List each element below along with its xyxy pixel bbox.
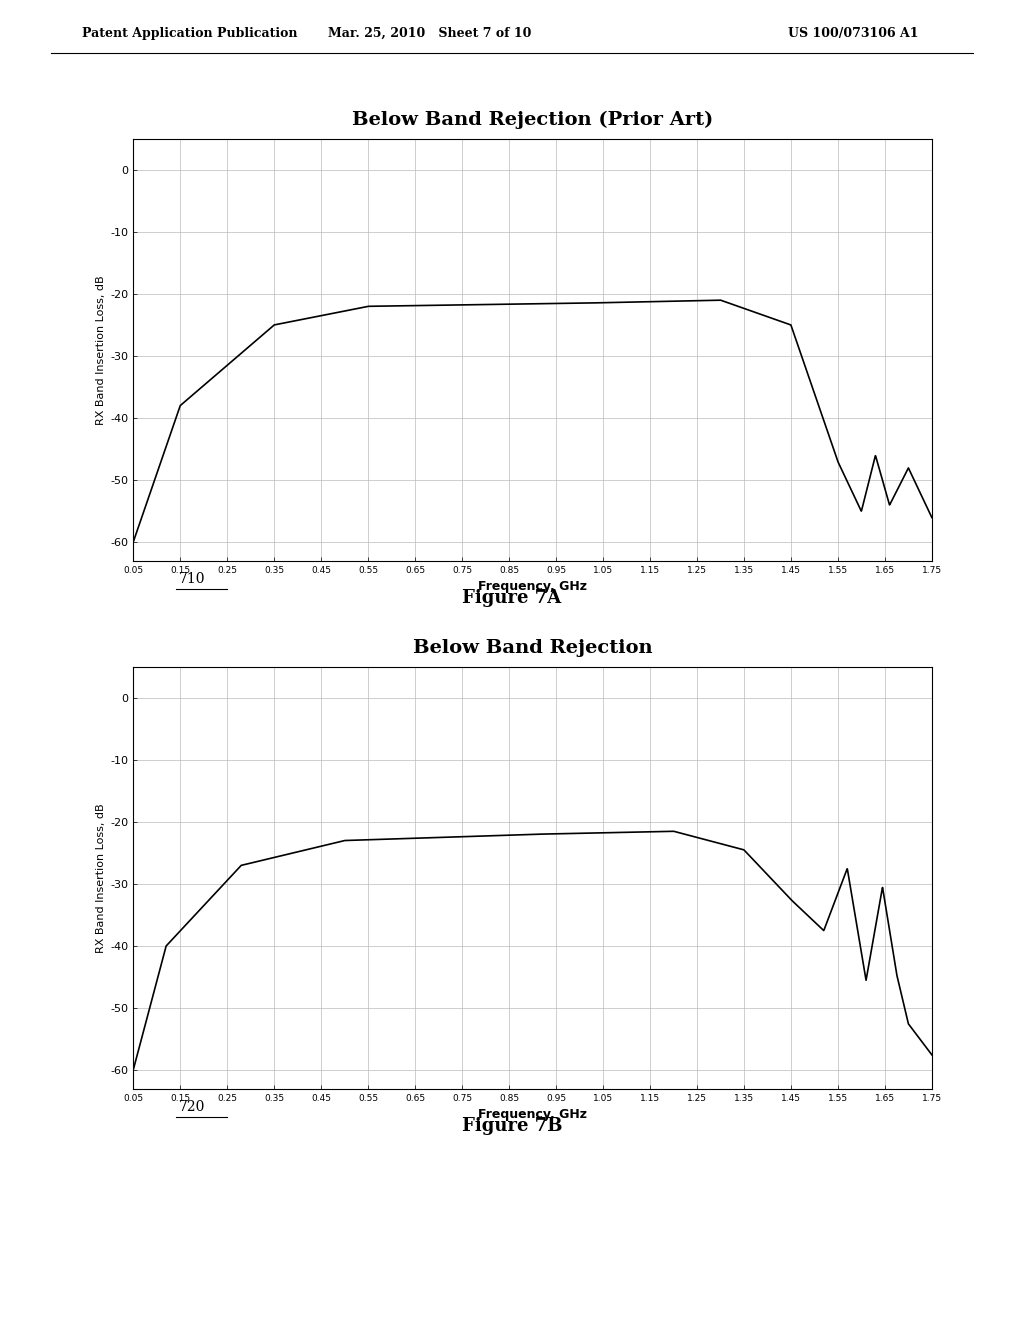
Title: Below Band Rejection: Below Band Rejection	[413, 639, 652, 657]
X-axis label: Frequency, GHz: Frequency, GHz	[478, 581, 587, 594]
Text: Figure 7B: Figure 7B	[462, 1117, 562, 1135]
Text: US 100/073106 A1: US 100/073106 A1	[788, 26, 919, 40]
Text: Patent Application Publication: Patent Application Publication	[82, 26, 297, 40]
Title: Below Band Rejection (Prior Art): Below Band Rejection (Prior Art)	[352, 111, 713, 129]
Text: Figure 7A: Figure 7A	[463, 589, 561, 607]
Y-axis label: RX Band Insertion Loss, dB: RX Band Insertion Loss, dB	[96, 803, 105, 953]
Text: Mar. 25, 2010   Sheet 7 of 10: Mar. 25, 2010 Sheet 7 of 10	[329, 26, 531, 40]
Y-axis label: RX Band Insertion Loss, dB: RX Band Insertion Loss, dB	[96, 275, 105, 425]
Text: 720: 720	[179, 1101, 206, 1114]
X-axis label: Frequency, GHz: Frequency, GHz	[478, 1109, 587, 1122]
Text: 710: 710	[179, 573, 206, 586]
